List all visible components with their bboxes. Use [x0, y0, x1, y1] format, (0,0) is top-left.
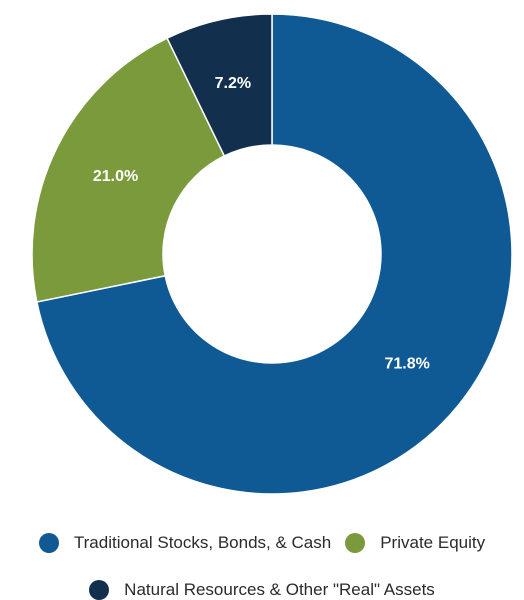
- slice-label-traditional: 71.8%: [384, 356, 429, 373]
- legend-row-2: Natural Resources & Other "Real" Assets: [0, 580, 524, 600]
- legend-item-natural-resources[interactable]: Natural Resources & Other "Real" Assets: [89, 580, 435, 600]
- slice-private-equity[interactable]: [31, 37, 226, 303]
- slice-label-natural-resources: 7.2%: [215, 75, 251, 92]
- legend-row-1: Traditional Stocks, Bonds, & Cash Privat…: [0, 533, 524, 553]
- legend-label-traditional: Traditional Stocks, Bonds, & Cash: [73, 533, 332, 552]
- legend-label-private-equity: Private Equity: [380, 533, 486, 552]
- legend-item-traditional[interactable]: Traditional Stocks, Bonds, & Cash: [38, 533, 332, 553]
- slice-natural-resources[interactable]: [166, 13, 273, 157]
- legend-label-natural-resources: Natural Resources & Other "Real" Assets: [124, 580, 435, 599]
- legend-swatch-natural-resources: [89, 580, 110, 600]
- legend-swatch-traditional: [38, 533, 59, 553]
- slice-traditional[interactable]: [35, 13, 513, 495]
- legend-swatch-private-equity: [345, 533, 366, 553]
- slice-label-private-equity: 21.0%: [93, 168, 138, 185]
- donut-chart: 71.8% 21.0% 7.2%: [31, 13, 513, 495]
- legend-item-private-equity[interactable]: Private Equity: [345, 533, 485, 553]
